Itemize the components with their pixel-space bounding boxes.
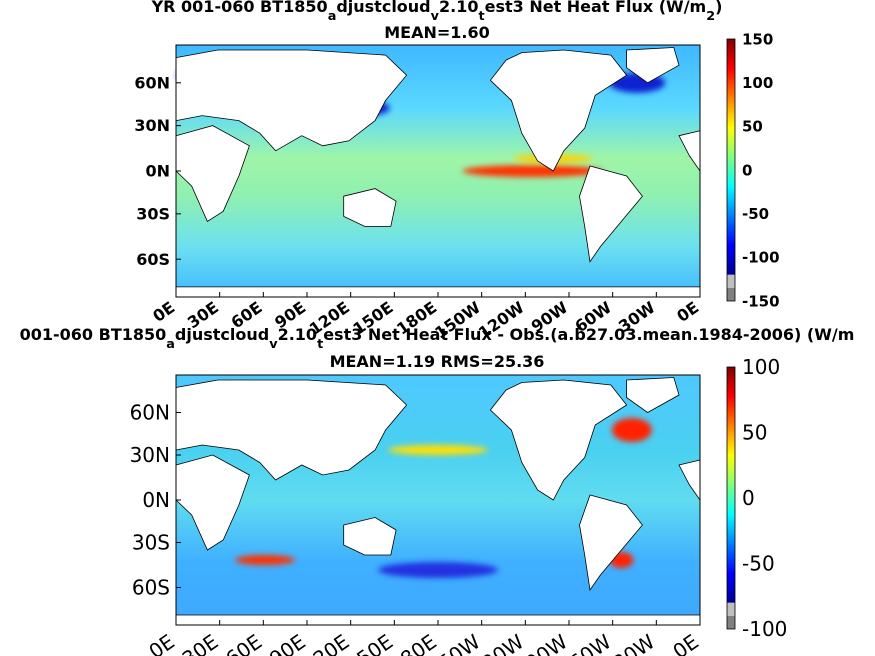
colorbar-tick-label: 100	[742, 74, 773, 92]
y-tick-label: 0N	[145, 162, 170, 181]
cold-patch	[378, 562, 498, 578]
x-tick-label: 90W	[521, 629, 572, 656]
colorbar-tick-label: 100	[742, 355, 780, 379]
x-tick-label: 0E	[673, 298, 702, 326]
title-part: 2	[706, 9, 715, 24]
y-tick-label: 60N	[130, 401, 170, 425]
y-tick-label: 60N	[134, 73, 170, 92]
colorbar-tick-label: -100	[742, 617, 787, 641]
warm-patch	[235, 555, 296, 565]
chart-title: 001-060 BT1850adjustcloudv2.10test3 Net …	[20, 325, 855, 352]
y-tick-label: 0N	[142, 488, 170, 512]
y-tick-label: 30N	[130, 443, 170, 467]
title-part: djustcloud	[175, 325, 269, 344]
land-mass	[626, 47, 680, 84]
land-mass	[579, 165, 643, 263]
x-tick-label: 150E	[342, 629, 397, 656]
title-part: djustcloud	[336, 0, 430, 16]
x-tick-label: 120E	[298, 629, 353, 656]
title-part: 2.10	[439, 0, 478, 16]
title-part: )	[715, 0, 722, 16]
x-tick-label: 0E	[668, 629, 703, 656]
warm-patch	[611, 418, 652, 442]
title-part: v	[269, 337, 278, 352]
land-mass	[175, 379, 408, 481]
colorbar-border	[726, 366, 736, 630]
title-part: a	[166, 337, 175, 352]
colorbar-missing-light	[727, 274, 735, 288]
title-part: est3 Net Heat Flux (W/m	[485, 0, 707, 16]
colorbar-border	[726, 38, 736, 302]
y-tick-label: 60S	[132, 576, 170, 600]
colorbar-tick-label: 0	[742, 486, 755, 510]
land-mass	[489, 379, 628, 501]
chart-subtitle: MEAN=1.60	[384, 23, 490, 42]
x-tick-label: 180E	[385, 629, 440, 656]
colorbar	[727, 367, 735, 603]
colorbar-tick-label: 50	[742, 421, 767, 445]
title-part: 001-060 BT1850	[20, 325, 167, 344]
colorbar-tick-label: 50	[742, 118, 763, 136]
land-mass	[175, 49, 408, 152]
land-masses	[175, 47, 701, 298]
colorbar-missing	[727, 615, 735, 629]
land-mass	[579, 494, 643, 592]
title-part: 2.10	[278, 325, 317, 344]
colorbar-tick-label: -50	[742, 552, 775, 576]
x-tick-label: 30W	[608, 629, 659, 656]
x-tick-label: 30E	[178, 629, 223, 656]
land-mass	[343, 188, 397, 227]
panel-1: YR 001-060 BT1850adjustcloudv2.10test3 N…	[134, 0, 779, 343]
x-tick-label: 90E	[265, 629, 310, 656]
land-mass	[489, 49, 628, 172]
x-tick-label: 60W	[565, 629, 616, 656]
title-part: a	[328, 9, 337, 24]
chart-title: YR 001-060 BT1850adjustcloudv2.10test3 N…	[151, 0, 723, 24]
chart-subtitle: MEAN=1.19 RMS=25.36	[330, 352, 545, 371]
x-tick-label: 60E	[221, 629, 266, 656]
colorbar-tick-label: -50	[742, 205, 769, 223]
x-tick-label: 0E	[149, 298, 178, 326]
title-part: t	[478, 9, 484, 24]
colorbar-missing-light	[727, 602, 735, 616]
land-mass	[626, 377, 680, 413]
title-part: v	[431, 9, 440, 24]
title-part: t	[317, 337, 323, 352]
panel-2: 001-060 BT1850adjustcloudv2.10test3 Net …	[20, 325, 855, 656]
title-part: est3 Net Heat Flux - Obs.(a.b27.03.mean.…	[323, 325, 854, 344]
y-tick-label: 60S	[136, 250, 170, 269]
land-mass	[343, 517, 397, 556]
colorbar	[727, 39, 735, 275]
title-part: YR 001-060 BT1850	[151, 0, 328, 16]
land-mass	[175, 125, 250, 222]
colorbar-tick-label: 0	[742, 161, 752, 179]
y-tick-label: 30S	[136, 204, 170, 223]
x-tick-label: 0E	[144, 629, 179, 656]
colorbar-tick-label: 150	[742, 30, 773, 48]
y-tick-label: 30S	[132, 531, 170, 555]
warm-band	[388, 445, 488, 455]
land-mass	[175, 454, 250, 551]
colorbar-tick-label: -100	[742, 249, 780, 267]
y-tick-label: 30N	[134, 116, 170, 135]
colorbar-tick-label: -150	[742, 292, 780, 310]
equatorial-warm-band	[462, 165, 603, 177]
colorbar-missing	[727, 287, 735, 301]
